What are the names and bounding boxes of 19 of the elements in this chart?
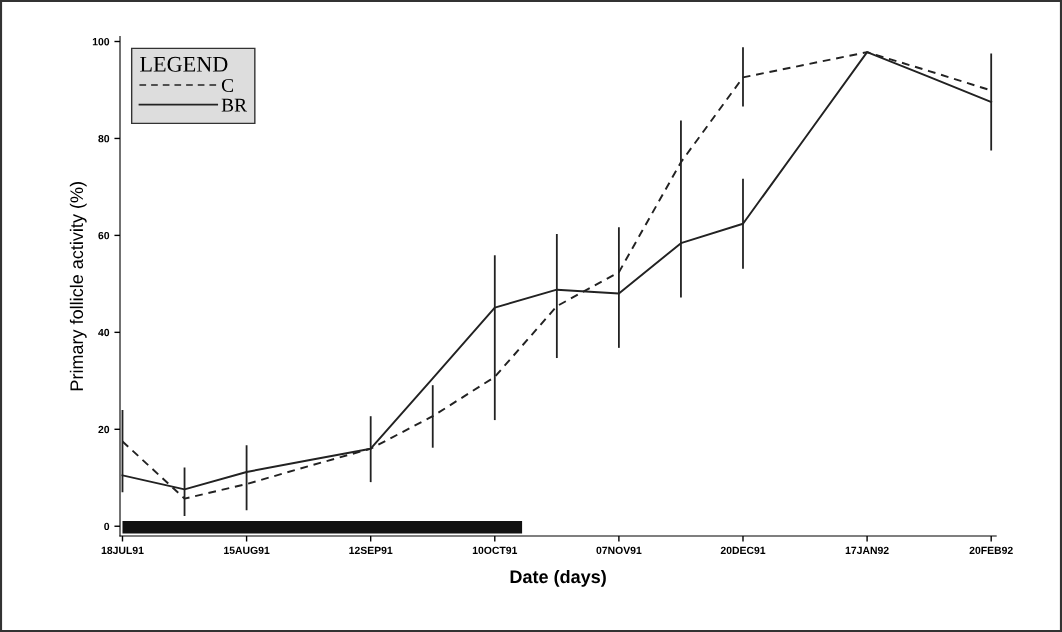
y-tick-label: 100	[92, 38, 110, 46]
legend-title: LEGEND	[140, 56, 228, 72]
x-tick-label: 17JAN92	[845, 546, 889, 554]
x-tick-label: 20DEC91	[720, 546, 766, 554]
legend-label: C	[221, 78, 234, 92]
y-tick-label: 40	[98, 328, 110, 337]
x-axis-title: Date (days)	[510, 569, 606, 587]
y-tick-label: 0	[104, 522, 110, 531]
y-tick-label: 20	[98, 425, 110, 434]
y-tick-label: 60	[98, 231, 110, 240]
x-tick-label: 07NOV91	[596, 546, 642, 554]
x-tick-label: 20FEB92	[969, 546, 1013, 554]
x-tick-label: 18JUL91	[101, 546, 144, 554]
y-axis-title: Primary follicle activity (%)	[69, 182, 87, 391]
legend-label: BR	[221, 98, 248, 112]
x-tick-label: 10OCT91	[472, 546, 518, 554]
y-tick-label: 80	[98, 134, 110, 143]
x-tick-label: 12SEP91	[349, 546, 393, 554]
x-tick-label: 15AUG91	[224, 546, 270, 554]
